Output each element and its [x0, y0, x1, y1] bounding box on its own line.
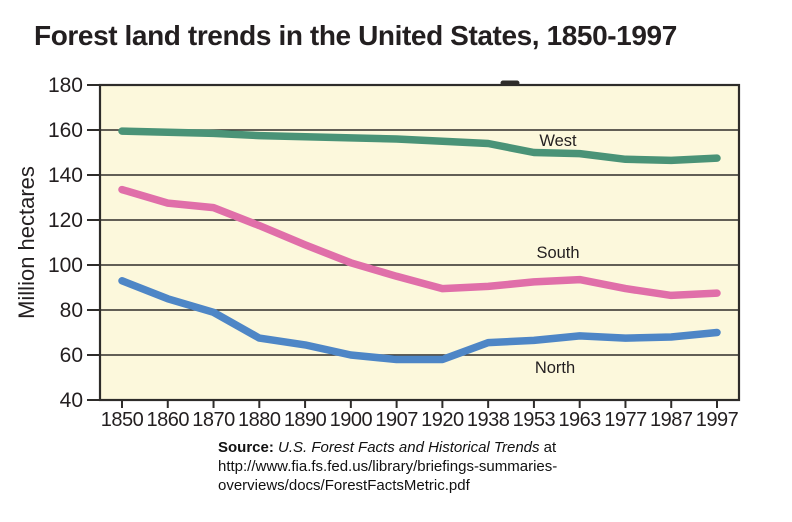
- y-axis-tick-label-100: 100: [48, 254, 83, 277]
- source-work-title: U.S. Forest Facts and Historical Trends: [278, 439, 540, 456]
- series-label-south: South: [536, 244, 579, 262]
- y-axis-tick-label-180: 180: [48, 74, 83, 97]
- y-axis-tick-label-120: 120: [48, 209, 83, 232]
- series-label-north: North: [535, 359, 575, 377]
- plot-border: [98, 83, 741, 402]
- source-note: Source: U.S. Forest Facts and Historical…: [218, 438, 618, 495]
- source-suffix: at: [543, 439, 557, 456]
- y-axis-tick-label-160: 160: [48, 119, 83, 142]
- source-label: Source:: [218, 439, 274, 456]
- x-axis-tick-label-1997: 1997: [696, 409, 739, 431]
- series-label-west: West: [539, 132, 577, 150]
- x-axis-tick-label-1920: 1920: [421, 409, 464, 431]
- y-axis-tick-label-140: 140: [48, 164, 83, 187]
- series-line-south: [118, 185, 721, 300]
- x-axis-tick-label-1963: 1963: [558, 409, 601, 431]
- x-axis-tick-label-1860: 1860: [147, 409, 190, 431]
- y-axis-tick-label-60: 60: [60, 344, 83, 367]
- x-axis-tick-label-1900: 1900: [330, 409, 373, 431]
- source-url-line-1: http://www.fia.fs.fed.us/library/briefin…: [218, 458, 558, 475]
- x-axis-tick-label-1938: 1938: [467, 409, 510, 431]
- series-line-north: [118, 277, 721, 364]
- chart-title: Forest land trends in the United States,…: [34, 20, 677, 51]
- y-axis-tick-label-80: 80: [60, 299, 83, 322]
- x-axis-tick-label-1890: 1890: [284, 409, 327, 431]
- source-line-1: Source: U.S. Forest Facts and Historical…: [218, 438, 618, 457]
- x-axis-tick-label-1977: 1977: [604, 409, 647, 431]
- x-axis-tick-label-1850: 1850: [101, 409, 144, 431]
- y-axis-tick-label-40: 40: [60, 389, 83, 412]
- y-axis-title: Million hectares: [14, 166, 39, 319]
- series-line-west: [118, 127, 721, 165]
- x-axis-tick-label-1880: 1880: [238, 409, 281, 431]
- x-axis-tick-label-1870: 1870: [192, 409, 235, 431]
- source-url-line-2: overviews/docs/ForestFactsMetric.pdf: [218, 477, 470, 494]
- x-axis-tick-label-1953: 1953: [513, 409, 556, 431]
- x-axis-tick-label-1907: 1907: [375, 409, 418, 431]
- x-axis-tick-label-1987: 1987: [650, 409, 693, 431]
